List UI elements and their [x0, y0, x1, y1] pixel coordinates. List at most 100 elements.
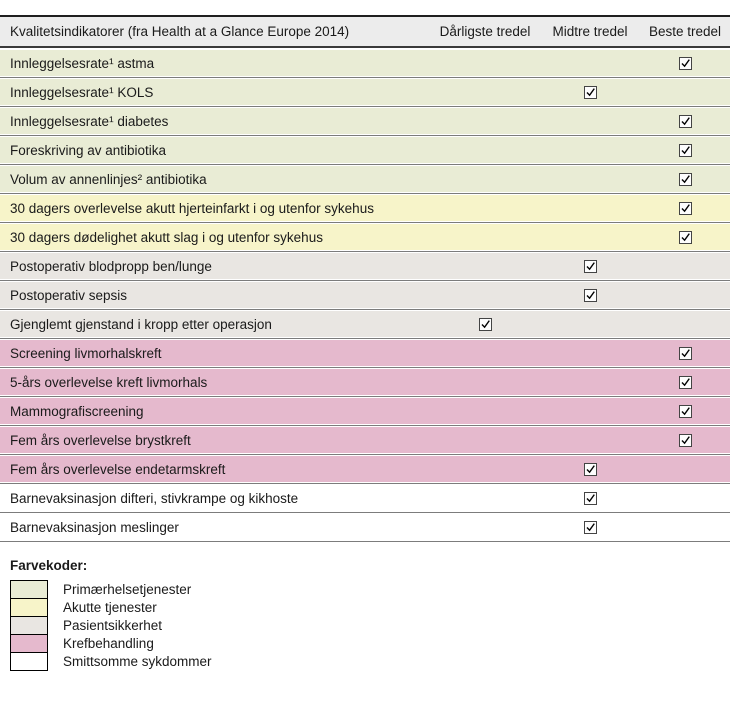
legend-item-label: Pasientsikkerhet: [63, 618, 163, 633]
row-divider: [0, 251, 730, 252]
table-row: 30 dagers dødelighet akutt slag i og ute…: [0, 224, 730, 250]
table-row: 30 dagers overlevelse akutt hjerteinfark…: [0, 195, 730, 221]
table-row: Gjenglemt gjenstand i kropp etter operas…: [0, 311, 730, 337]
indicator-label: Barnevaksinasjon difteri, stivkrampe og …: [10, 490, 299, 506]
indicator-label: 30 dagers overlevelse akutt hjerteinfark…: [10, 200, 374, 216]
row-divider: [0, 512, 730, 513]
cell-beste-tredel: [640, 346, 730, 360]
checked-checkbox-icon: [678, 56, 692, 70]
legend-item: Smittsomme sykdommer: [10, 652, 730, 671]
table-title: Kvalitetsindikatorer (fra Health at a Gl…: [10, 24, 350, 39]
checked-checkbox-icon: [678, 404, 692, 418]
checked-checkbox-icon: [583, 491, 597, 505]
legend-item-label: Krefbehandling: [63, 636, 154, 651]
row-divider: [0, 106, 730, 107]
indicator-label: Barnevaksinasjon meslinger: [10, 519, 179, 535]
legend-color-swatch-icon: [10, 616, 48, 635]
cell-beste-tredel: [640, 114, 730, 128]
legend-color-swatch-icon: [10, 598, 48, 617]
row-divider: [0, 396, 730, 397]
row-divider: [0, 483, 730, 484]
row-divider: [0, 222, 730, 223]
checked-checkbox-icon: [678, 201, 692, 215]
table-row: Screening livmorhalskreft: [0, 340, 730, 366]
column-header-beste-tredel: Beste tredel: [648, 24, 722, 39]
indicator-label: Gjenglemt gjenstand i kropp etter operas…: [10, 316, 272, 332]
legend-color-swatch-icon: [10, 634, 48, 653]
checked-checkbox-icon: [583, 288, 597, 302]
indicator-label: 5-års overlevelse kreft livmorhals: [10, 374, 208, 390]
row-divider: [0, 367, 730, 368]
row-divider: [0, 454, 730, 455]
table-rows: Innleggelsesrate¹ astma Innleggelsesrate…: [0, 50, 730, 542]
checked-checkbox-icon: [583, 85, 597, 99]
indicator-label: Mammografiscreening: [10, 403, 144, 419]
row-divider: [0, 541, 730, 542]
legend-item-label: Primærhelsetjenester: [63, 582, 192, 597]
cell-beste-tredel: [640, 143, 730, 157]
checked-checkbox-icon: [583, 259, 597, 273]
cell-midtre-tredel: [540, 491, 640, 505]
indicator-label: Volum av annenlinjes² antibiotika: [10, 171, 207, 187]
row-divider: [0, 77, 730, 78]
row-divider: [0, 193, 730, 194]
indicator-label: Innleggelsesrate¹ KOLS: [10, 84, 154, 100]
table-row: Innleggelsesrate¹ astma: [0, 50, 730, 76]
legend-color-swatch-icon: [10, 652, 48, 671]
color-legend: Farvekoder: Primærhelsetjenester Akutte …: [10, 558, 730, 671]
table-row: Barnevaksinasjon meslinger: [0, 514, 730, 540]
table-row: Foreskriving av antibiotika: [0, 137, 730, 163]
legend-title: Farvekoder:: [10, 558, 88, 573]
checked-checkbox-icon: [583, 520, 597, 534]
column-header-midtre-tredel: Midtre tredel: [552, 24, 628, 39]
checked-checkbox-icon: [583, 462, 597, 476]
row-divider: [0, 338, 730, 339]
row-divider: [0, 425, 730, 426]
cell-midtre-tredel: [540, 520, 640, 534]
checked-checkbox-icon: [678, 143, 692, 157]
indicator-label: Postoperativ blodpropp ben/lunge: [10, 258, 212, 274]
table-row: Postoperativ sepsis: [0, 282, 730, 308]
legend-item: Primærhelsetjenester: [10, 580, 730, 599]
checked-checkbox-icon: [478, 317, 492, 331]
legend-color-swatch-icon: [10, 580, 48, 599]
table-row: 5-års overlevelse kreft livmorhals: [0, 369, 730, 395]
cell-beste-tredel: [640, 375, 730, 389]
quality-indicators-table: Kvalitetsindikatorer (fra Health at a Gl…: [0, 15, 730, 542]
table-row: Barnevaksinasjon difteri, stivkrampe og …: [0, 485, 730, 511]
legend-item: Pasientsikkerhet: [10, 616, 730, 635]
legend-items: Primærhelsetjenester Akutte tjenester Pa…: [10, 580, 730, 671]
legend-item: Krefbehandling: [10, 634, 730, 653]
cell-beste-tredel: [640, 172, 730, 186]
cell-midtre-tredel: [540, 462, 640, 476]
indicator-label: Screening livmorhalskreft: [10, 345, 162, 361]
table-row: Innleggelsesrate¹ KOLS: [0, 79, 730, 105]
cell-midtre-tredel: [540, 288, 640, 302]
cell-beste-tredel: [640, 230, 730, 244]
indicator-label: 30 dagers dødelighet akutt slag i og ute…: [10, 229, 323, 245]
indicator-label: Foreskriving av antibiotika: [10, 142, 167, 158]
cell-midtre-tredel: [540, 259, 640, 273]
indicator-label: Postoperativ sepsis: [10, 287, 128, 303]
cell-beste-tredel: [640, 201, 730, 215]
table-header-row: Kvalitetsindikatorer (fra Health at a Gl…: [0, 17, 730, 48]
table-row: Postoperativ blodpropp ben/lunge: [0, 253, 730, 279]
cell-midtre-tredel: [540, 85, 640, 99]
checked-checkbox-icon: [678, 433, 692, 447]
indicator-label: Innleggelsesrate¹ diabetes: [10, 113, 169, 129]
column-header-darligste-tredel: Dårligste tredel: [439, 24, 531, 39]
cell-darligste-tredel: [430, 317, 540, 331]
indicator-label: Fem års overlevelse endetarmskreft: [10, 461, 226, 477]
row-divider: [0, 135, 730, 136]
row-divider: [0, 309, 730, 310]
legend-item-label: Smittsomme sykdommer: [63, 654, 212, 669]
indicator-label: Fem års overlevelse brystkreft: [10, 432, 191, 448]
checked-checkbox-icon: [678, 114, 692, 128]
cell-beste-tredel: [640, 404, 730, 418]
row-divider: [0, 280, 730, 281]
cell-beste-tredel: [640, 56, 730, 70]
checked-checkbox-icon: [678, 172, 692, 186]
table-row: Mammografiscreening: [0, 398, 730, 424]
checked-checkbox-icon: [678, 375, 692, 389]
table-row: Fem års overlevelse endetarmskreft: [0, 456, 730, 482]
